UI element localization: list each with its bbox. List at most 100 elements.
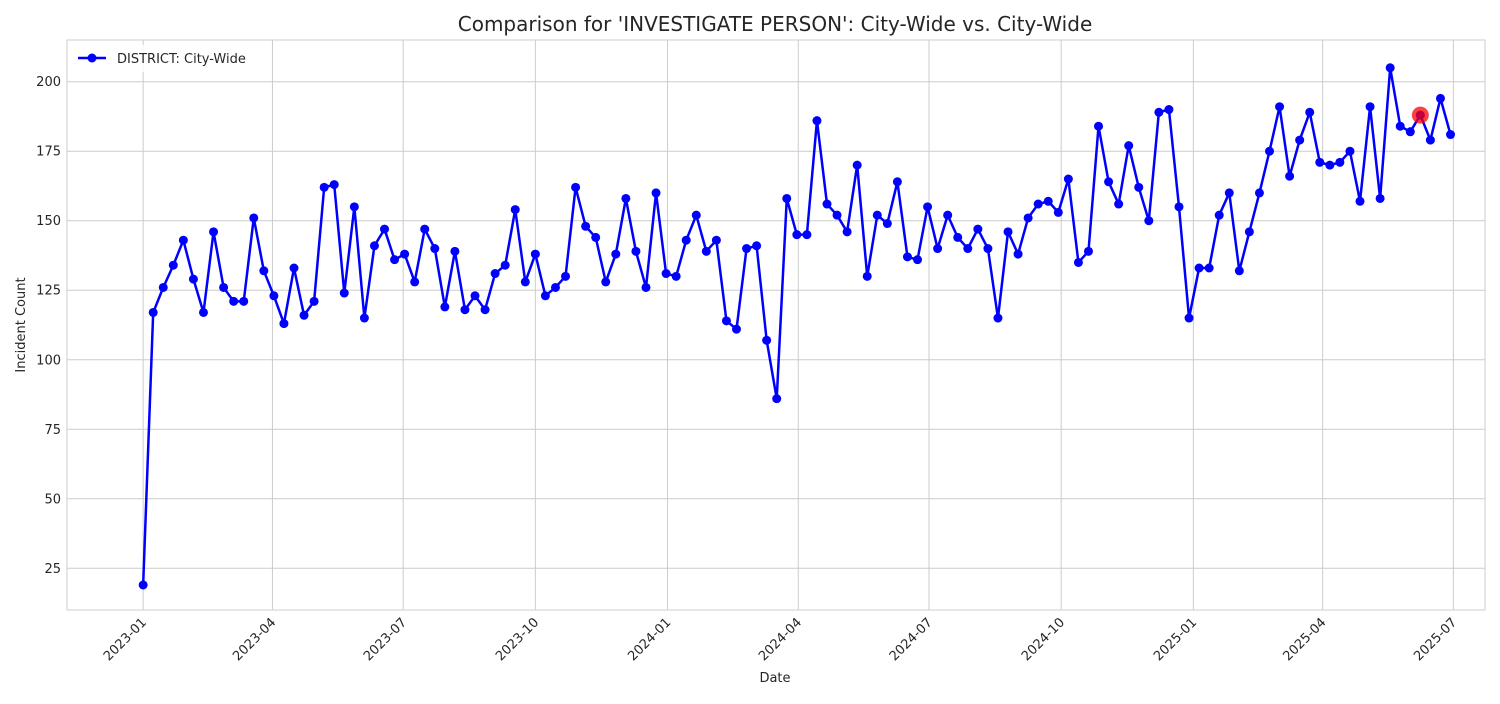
data-point xyxy=(1154,107,1164,117)
data-point xyxy=(1425,135,1435,145)
data-point xyxy=(410,277,420,287)
data-point xyxy=(902,252,912,262)
data-point xyxy=(1033,199,1043,209)
data-point xyxy=(913,255,923,265)
y-tick-label: 100 xyxy=(36,353,61,368)
data-point xyxy=(1164,105,1174,115)
data-point xyxy=(1003,227,1013,237)
data-point xyxy=(158,282,168,292)
data-point xyxy=(1446,130,1456,140)
data-point xyxy=(1104,177,1114,187)
data-point xyxy=(742,244,752,254)
data-point xyxy=(1063,174,1073,184)
y-tick-label: 150 xyxy=(36,214,61,229)
data-point xyxy=(1355,196,1365,206)
data-point xyxy=(661,269,671,279)
data-point xyxy=(460,305,470,315)
data-point xyxy=(1345,146,1355,156)
data-point xyxy=(711,235,721,245)
data-point xyxy=(1275,102,1285,112)
data-point xyxy=(1083,246,1093,256)
data-point xyxy=(842,227,852,237)
data-point xyxy=(369,241,379,251)
data-point xyxy=(953,232,963,242)
highlight-marker xyxy=(1411,106,1429,124)
data-point xyxy=(390,255,400,265)
y-tick-label: 175 xyxy=(36,145,61,160)
data-point xyxy=(943,210,953,220)
data-point xyxy=(1013,249,1023,259)
data-point xyxy=(983,244,993,254)
data-point xyxy=(1124,141,1134,151)
data-point xyxy=(279,319,289,329)
data-point xyxy=(168,260,178,270)
data-point xyxy=(581,221,591,231)
data-point xyxy=(1264,146,1274,156)
data-point xyxy=(1234,266,1244,276)
data-point xyxy=(792,230,802,240)
data-point xyxy=(641,282,651,292)
y-tick-label: 125 xyxy=(36,284,61,299)
data-point xyxy=(933,244,943,254)
data-point xyxy=(198,307,208,317)
data-point xyxy=(892,177,902,187)
data-point xyxy=(1204,263,1214,273)
y-tick-label: 50 xyxy=(44,492,61,507)
data-point xyxy=(1184,313,1194,323)
data-point xyxy=(520,277,530,287)
data-point xyxy=(1295,135,1305,145)
data-point xyxy=(1405,127,1415,137)
grid-lines xyxy=(67,40,1485,610)
data-point xyxy=(1285,171,1295,181)
data-point xyxy=(762,335,772,345)
x-tick-label: 2024-04 xyxy=(756,615,805,664)
data-point xyxy=(561,271,571,281)
data-point xyxy=(772,394,782,404)
data-point xyxy=(540,291,550,301)
data-point xyxy=(802,230,812,240)
data-point xyxy=(550,282,560,292)
data-point xyxy=(1254,188,1264,198)
data-point xyxy=(1214,210,1224,220)
data-point xyxy=(500,260,510,270)
data-point xyxy=(420,224,430,234)
x-tick-label: 2024-07 xyxy=(887,615,936,664)
x-tick-label: 2025-07 xyxy=(1411,615,1460,664)
data-point xyxy=(510,205,520,215)
x-tick-label: 2024-10 xyxy=(1019,615,1068,664)
data-point xyxy=(1043,196,1053,206)
data-point xyxy=(329,180,339,190)
data-point xyxy=(651,188,661,198)
data-point xyxy=(731,324,741,334)
data-point xyxy=(239,296,249,306)
data-point xyxy=(1053,207,1063,217)
data-point xyxy=(1244,227,1254,237)
data-point xyxy=(993,313,1003,323)
data-point xyxy=(872,210,882,220)
x-tick-label: 2025-04 xyxy=(1280,615,1329,664)
data-point xyxy=(1385,63,1395,73)
data-point xyxy=(359,313,369,323)
data-point xyxy=(782,193,792,203)
legend-marker-swatch xyxy=(87,53,97,63)
data-point xyxy=(852,160,862,170)
data-point xyxy=(963,244,973,254)
data-point xyxy=(219,282,229,292)
data-point xyxy=(299,310,309,320)
series-layer xyxy=(138,63,1456,590)
data-point xyxy=(1073,257,1083,267)
data-point xyxy=(973,224,983,234)
x-tick-label: 2024-01 xyxy=(625,615,674,664)
data-point xyxy=(490,269,500,279)
data-point xyxy=(721,316,731,326)
x-tick-label: 2023-01 xyxy=(101,615,150,664)
data-point xyxy=(289,263,299,273)
data-point xyxy=(1395,121,1405,131)
data-point xyxy=(822,199,832,209)
data-point xyxy=(249,213,259,223)
legend-entry-label: DISTRICT: City-Wide xyxy=(117,52,246,67)
chart-title: Comparison for 'INVESTIGATE PERSON': Cit… xyxy=(458,12,1093,36)
y-tick-label: 75 xyxy=(44,423,61,438)
x-tick-label: 2025-01 xyxy=(1151,615,1200,664)
